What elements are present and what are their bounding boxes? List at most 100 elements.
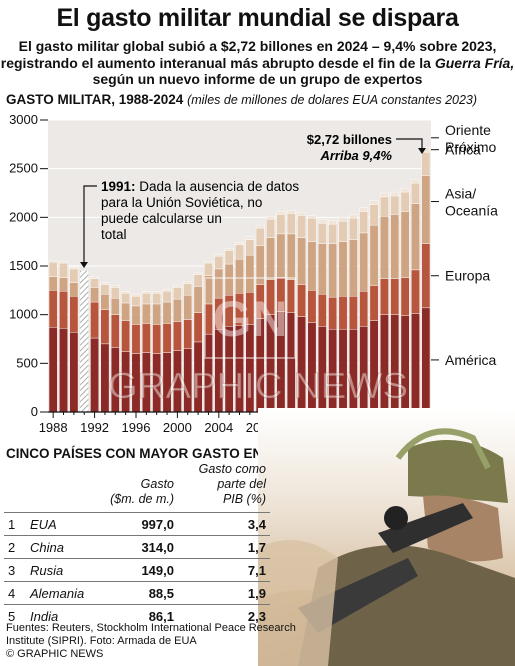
legend-label: Asia/ bbox=[445, 186, 476, 202]
sources-block: Fuentes: Reuters, Stockholm Internationa… bbox=[6, 622, 306, 661]
subtitle-part1: El gasto militar global subió a $2,72 bi… bbox=[0, 38, 497, 71]
bar-2002-s1 bbox=[193, 312, 203, 343]
bar-2016-s4 bbox=[338, 217, 348, 222]
bar-1999-s2 bbox=[162, 301, 172, 324]
peak-value-label: $2,72 billones bbox=[307, 132, 392, 147]
country-cell: Rusia bbox=[26, 558, 104, 582]
gap-text-line-1: 1991: Dada la ausencia de datos bbox=[101, 179, 299, 194]
bar-1988-s2 bbox=[48, 276, 58, 291]
table-row: 2 China 314,0 1,7 bbox=[4, 535, 270, 559]
header-gdp-line3: PIB (%) bbox=[222, 492, 266, 506]
bar-1989-s0 bbox=[59, 328, 68, 413]
gdp-share-cell: 1,7 bbox=[178, 535, 270, 559]
bar-1988-s1 bbox=[48, 290, 58, 328]
bar-1998-s2 bbox=[152, 303, 162, 325]
peak-annotation: $2,72 billones Arriba 9,4% bbox=[307, 132, 426, 163]
legend-label: Oceanía bbox=[445, 203, 498, 219]
bar-2021-s3 bbox=[390, 195, 400, 215]
bar-1989-s1 bbox=[59, 291, 68, 329]
bar-1992-s2 bbox=[90, 287, 99, 303]
bar-1996-s4 bbox=[131, 294, 141, 297]
bar-1997-s4 bbox=[141, 291, 151, 294]
bar-2011-s2 bbox=[286, 233, 296, 280]
bar-2000-s3 bbox=[173, 287, 182, 300]
peak-change-label: Arriba 9,4% bbox=[319, 148, 392, 163]
bar-2018-s2 bbox=[359, 232, 369, 292]
bar-2017-s2 bbox=[349, 239, 358, 297]
rank-cell: 5 bbox=[4, 604, 26, 627]
bar-1994-s4 bbox=[110, 285, 120, 288]
bar-1988-s3 bbox=[48, 261, 58, 277]
bar-2014-s3 bbox=[317, 222, 327, 244]
bar-2024-s0 bbox=[421, 307, 431, 413]
bar-2019-s3 bbox=[369, 204, 379, 226]
x-tick-label: 2004 bbox=[204, 420, 233, 435]
bar-2011-s3 bbox=[286, 213, 296, 235]
bar-1997-s2 bbox=[141, 303, 151, 324]
header-gdp-line2: parte del bbox=[217, 477, 266, 491]
bar-2023-s1 bbox=[411, 269, 420, 314]
country-cell: India bbox=[26, 604, 104, 627]
bar-1992-s3 bbox=[90, 278, 99, 288]
bar-1990-s0 bbox=[69, 331, 79, 413]
bar-2022-s2 bbox=[400, 211, 410, 278]
bar-2000-s4 bbox=[173, 285, 182, 288]
bar-2004-s3 bbox=[214, 256, 224, 270]
bar-2023-s0 bbox=[411, 313, 420, 413]
legend-label: América bbox=[445, 352, 497, 368]
peak-arrow-line bbox=[396, 138, 423, 150]
watermark-logo-frame bbox=[204, 277, 296, 359]
bar-1989-s2 bbox=[59, 277, 68, 292]
country-cell: China bbox=[26, 535, 104, 559]
bar-2010-s4 bbox=[276, 211, 286, 215]
bar-1989-s3 bbox=[59, 262, 68, 278]
bar-2022-s4 bbox=[400, 187, 410, 193]
bar-2006-s4 bbox=[235, 242, 244, 245]
x-tick-label: 1988 bbox=[39, 420, 68, 435]
bar-1996-s2 bbox=[131, 305, 141, 325]
bar-2001-s3 bbox=[183, 283, 193, 296]
military-spending-chart: GN GRAPHIC NEWS 0 500 1000 1500 2000 2500 3000… bbox=[9, 112, 498, 435]
photo-scope-lens bbox=[384, 506, 408, 530]
watermark-text: GRAPHIC NEWS bbox=[108, 365, 408, 406]
bar-1990-s4 bbox=[69, 266, 79, 270]
spend-cell: 88,5 bbox=[104, 581, 178, 605]
bar-2018-s1 bbox=[359, 291, 369, 327]
rank-cell: 3 bbox=[4, 558, 26, 582]
bars bbox=[48, 147, 431, 413]
bar-2000-s2 bbox=[173, 298, 182, 322]
bar-1992-s4 bbox=[90, 276, 99, 279]
y-tick-label: 500 bbox=[16, 355, 38, 370]
bar-2006-s3 bbox=[235, 244, 244, 260]
chart-heading-row: GASTO MILITAR, 1988-2024 (miles de millo… bbox=[6, 92, 511, 107]
bar-2002-s2 bbox=[193, 286, 203, 313]
bar-2017-s4 bbox=[349, 214, 358, 219]
watermark: GN GRAPHIC NEWS bbox=[108, 277, 408, 406]
y-tick-label: 0 bbox=[31, 404, 38, 419]
bar-1999-s4 bbox=[162, 289, 172, 292]
bar-1997-s3 bbox=[141, 293, 151, 305]
spend-cell: 314,0 bbox=[104, 535, 178, 559]
header-gdp: Gasto como parte del PIB (%) bbox=[178, 462, 270, 513]
bar-1995-s4 bbox=[121, 291, 130, 294]
bar-2023-s2 bbox=[411, 203, 420, 271]
bar-2009-s4 bbox=[266, 216, 275, 220]
bar-2018-s4 bbox=[359, 207, 369, 212]
bar-1998-s1 bbox=[152, 324, 162, 354]
bar-2021-s2 bbox=[390, 214, 400, 279]
bar-2009-s3 bbox=[266, 219, 275, 238]
bar-1999-s1 bbox=[162, 323, 172, 353]
bar-2007-s2 bbox=[245, 255, 255, 293]
bar-2017-s3 bbox=[349, 218, 358, 240]
gap-annotation: 1991: Dada la ausencia de datos para la … bbox=[80, 179, 299, 268]
bar-2022-s1 bbox=[400, 277, 410, 316]
bar-1999-s3 bbox=[162, 291, 172, 303]
legend-label: Europa bbox=[445, 268, 490, 284]
photo-foreground-grass bbox=[258, 540, 338, 666]
bar-2004-s4 bbox=[214, 254, 224, 257]
bar-2022-s3 bbox=[400, 191, 410, 212]
bar-2015-s4 bbox=[328, 220, 338, 225]
rank-cell: 2 bbox=[4, 535, 26, 559]
header-rank bbox=[4, 462, 26, 513]
bar-2020-s2 bbox=[380, 216, 389, 279]
